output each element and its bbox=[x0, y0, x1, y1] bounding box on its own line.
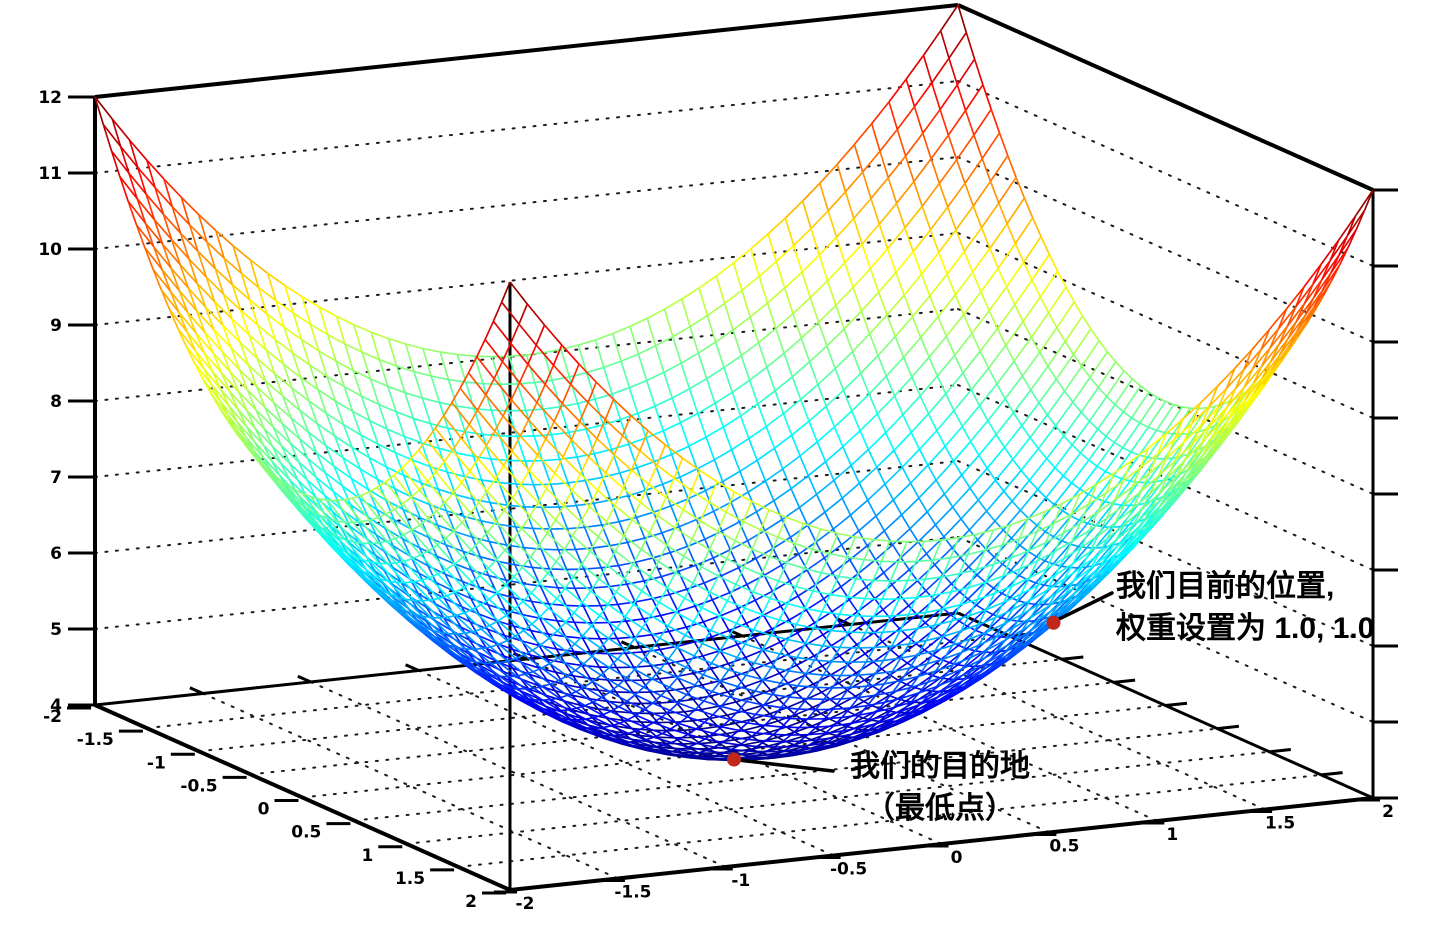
svg-text:4: 4 bbox=[50, 696, 62, 716]
svg-text:2: 2 bbox=[1382, 802, 1394, 822]
svg-text:-1: -1 bbox=[147, 753, 166, 773]
svg-text:0.5: 0.5 bbox=[1049, 837, 1079, 857]
svg-text:11: 11 bbox=[38, 164, 62, 184]
svg-text:1: 1 bbox=[1166, 825, 1178, 845]
svg-text:-1.5: -1.5 bbox=[614, 883, 651, 903]
annotation-text-line: 权重设置为 1.0, 1.0 bbox=[1116, 612, 1375, 645]
leader-lines bbox=[740, 591, 1114, 773]
annotation-text-line: 我们目前的位置, bbox=[1116, 570, 1335, 603]
svg-text:1: 1 bbox=[361, 846, 373, 866]
y-axis-ticks: -2 -1.5 -1 -0.5 0 0.5 1 1.5 2 bbox=[494, 798, 1394, 914]
svg-text:6: 6 bbox=[50, 544, 62, 564]
svg-text:-0.5: -0.5 bbox=[830, 860, 867, 880]
svg-text:-1: -1 bbox=[731, 871, 750, 891]
svg-text:9: 9 bbox=[50, 316, 62, 336]
svg-text:-2: -2 bbox=[43, 707, 62, 727]
markers bbox=[727, 615, 1061, 767]
x-axis-ticks: -2 -1.5 -1 -0.5 0 0.5 1 1.5 2 bbox=[43, 706, 506, 912]
annotation-text-line: 我们的目的地 bbox=[850, 750, 1030, 783]
marker-point bbox=[1046, 615, 1061, 630]
svg-text:7: 7 bbox=[50, 468, 62, 488]
svg-text:0: 0 bbox=[951, 848, 963, 868]
svg-text:8: 8 bbox=[50, 392, 62, 412]
annotation-current-position: 我们目前的位置, 权重设置为 1.0, 1.0 bbox=[1116, 566, 1374, 650]
svg-text:5: 5 bbox=[50, 620, 62, 640]
marker-point bbox=[727, 752, 741, 767]
svg-text:1.5: 1.5 bbox=[1265, 814, 1295, 834]
svg-text:2: 2 bbox=[465, 892, 477, 912]
annotation-text-line: （最低点） bbox=[865, 792, 1015, 825]
svg-text:1.5: 1.5 bbox=[395, 869, 425, 889]
annotation-destination: 我们的目的地 （最低点） bbox=[788, 746, 1092, 830]
svg-text:10: 10 bbox=[38, 240, 62, 260]
wireframe-mesh bbox=[94, 4, 1374, 762]
svg-text:0: 0 bbox=[258, 800, 270, 820]
svg-text:0.5: 0.5 bbox=[291, 823, 321, 843]
z-axis-ticks: 4 5 6 7 8 9 10 11 12 bbox=[38, 88, 1398, 800]
svg-text:-1.5: -1.5 bbox=[77, 730, 114, 750]
svg-text:-0.5: -0.5 bbox=[180, 776, 217, 796]
svg-text:12: 12 bbox=[38, 88, 62, 108]
svg-text:-2: -2 bbox=[516, 894, 535, 914]
